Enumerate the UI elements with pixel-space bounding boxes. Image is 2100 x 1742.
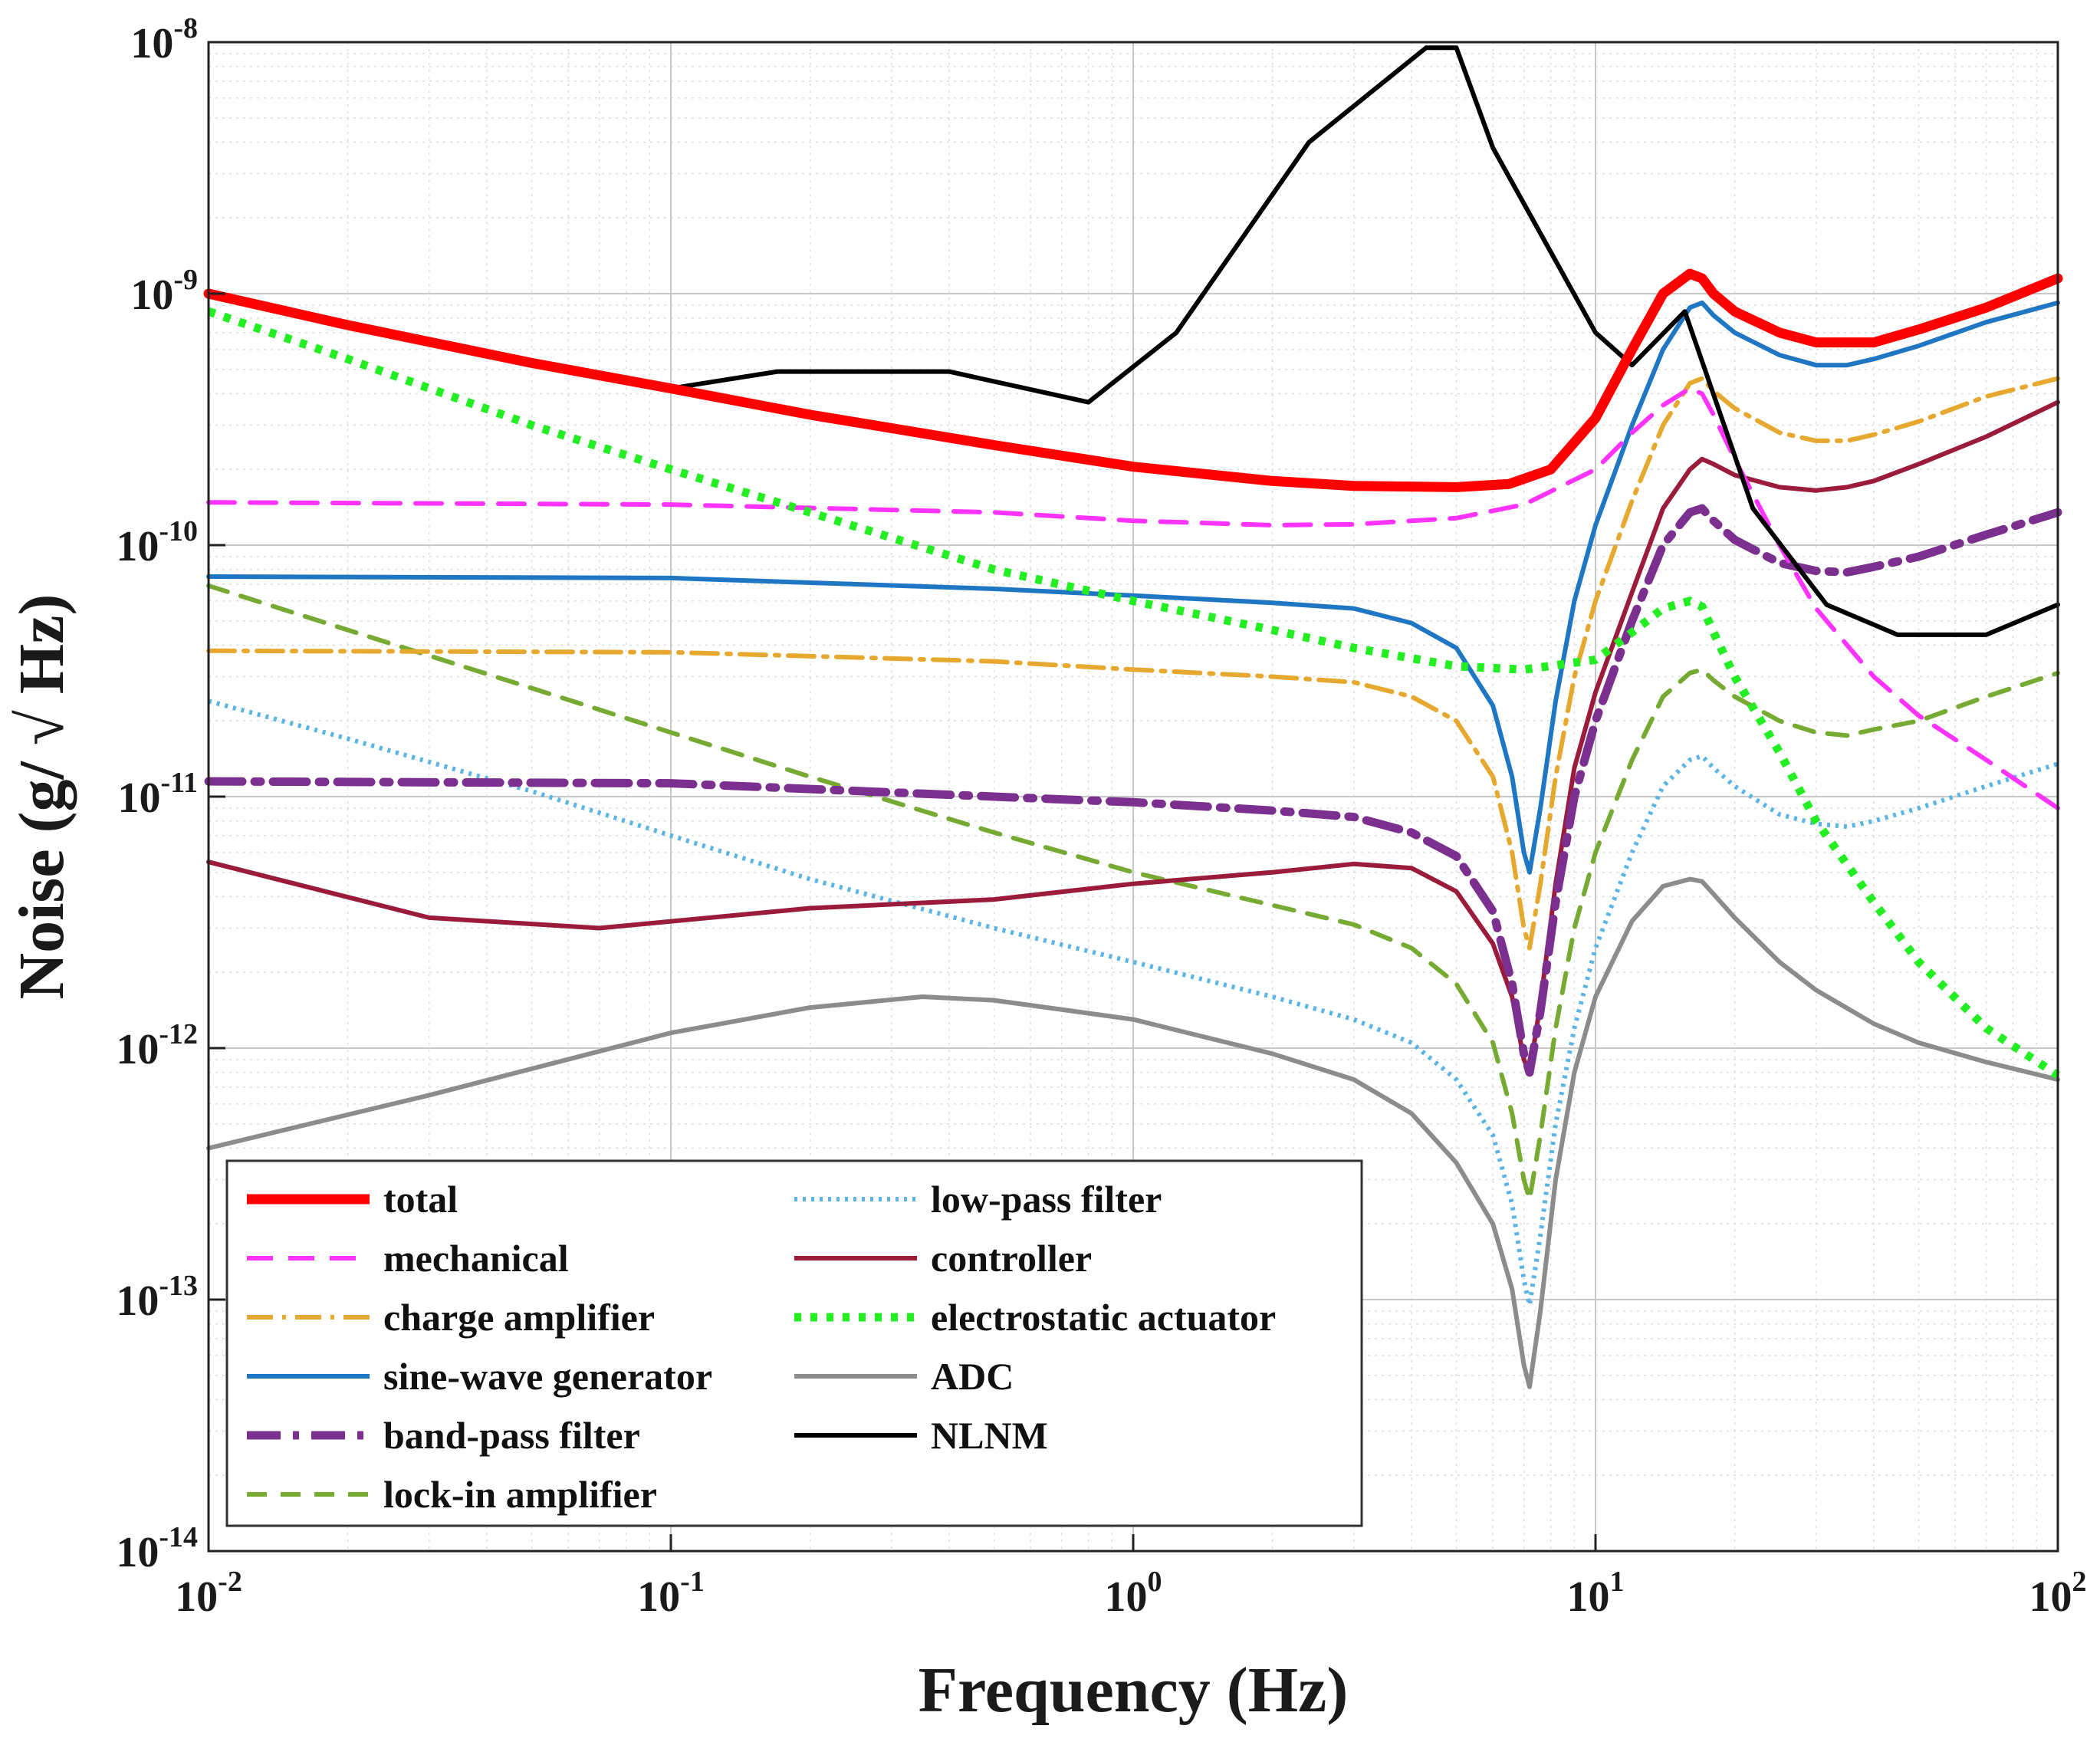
y-axis-label: Noise (g/ √ Hz) [6, 594, 77, 1000]
series-layer [203, 45, 2063, 1389]
x-axis-ticks: 10-2 10-1 100 101 102 [175, 1534, 2087, 1621]
series-line-electrostatic-actuator [207, 307, 2061, 1079]
x-tick-label: 101 [1567, 1566, 1625, 1621]
y-tick-label: 10-14 [116, 1521, 198, 1576]
x-tick-label: 102 [2029, 1566, 2087, 1621]
legend: total mechanical charge amplifier sine-wave… [225, 1159, 1363, 1527]
legend-label-mechanical: mechanical [383, 1237, 569, 1280]
legend-label-band-pass-filter: band-pass filter [383, 1414, 640, 1457]
legend-label-sine-wave-generator: sine-wave generator [383, 1355, 712, 1398]
series-line-adc [206, 876, 2060, 1389]
legend-label-controller: controller [931, 1237, 1092, 1280]
y-tick-label: 10-12 [116, 1018, 198, 1073]
series-line-total [203, 268, 2063, 492]
legend-label-adc: ADC [931, 1355, 1014, 1398]
legend-label-lock-in-amplifier: lock-in amplifier [383, 1473, 657, 1516]
y-tick-label: 10-9 [130, 264, 198, 319]
series-line-band-pass-filter [204, 504, 2062, 1077]
y-tick-label: 10-10 [116, 515, 198, 570]
series-line-nlnm [669, 45, 2060, 637]
y-tick-label: 10-11 [117, 767, 198, 822]
legend-label-charge-amplifier: charge amplifier [383, 1296, 655, 1339]
y-tick-label: 10-8 [130, 12, 198, 67]
x-tick-label: 10-2 [175, 1566, 242, 1621]
legend-box [225, 1159, 1363, 1527]
legend-label-nlnm: NLNM [931, 1414, 1048, 1457]
series-line-lock-in-amplifier [206, 583, 2060, 1202]
x-tick-label: 10-1 [637, 1566, 705, 1621]
x-tick-label: 100 [1105, 1566, 1162, 1621]
legend-label-total: total [383, 1178, 458, 1221]
y-tick-label: 10-13 [116, 1270, 198, 1325]
legend-label-low-pass-filter: low-pass filter [931, 1178, 1162, 1221]
series-line-mechanical [206, 386, 2060, 810]
y-axis-ticks: 10-8 10-9 10-10 10-11 10-12 10-13 10-14 [116, 12, 225, 1576]
series-line-sine-wave-generator [206, 300, 2060, 875]
legend-label-electrostatic-actuator: electrostatic actuator [931, 1296, 1276, 1339]
x-axis-label: Frequency (Hz) [919, 1655, 1349, 1726]
series-line-charge-amplifier [206, 376, 2060, 951]
